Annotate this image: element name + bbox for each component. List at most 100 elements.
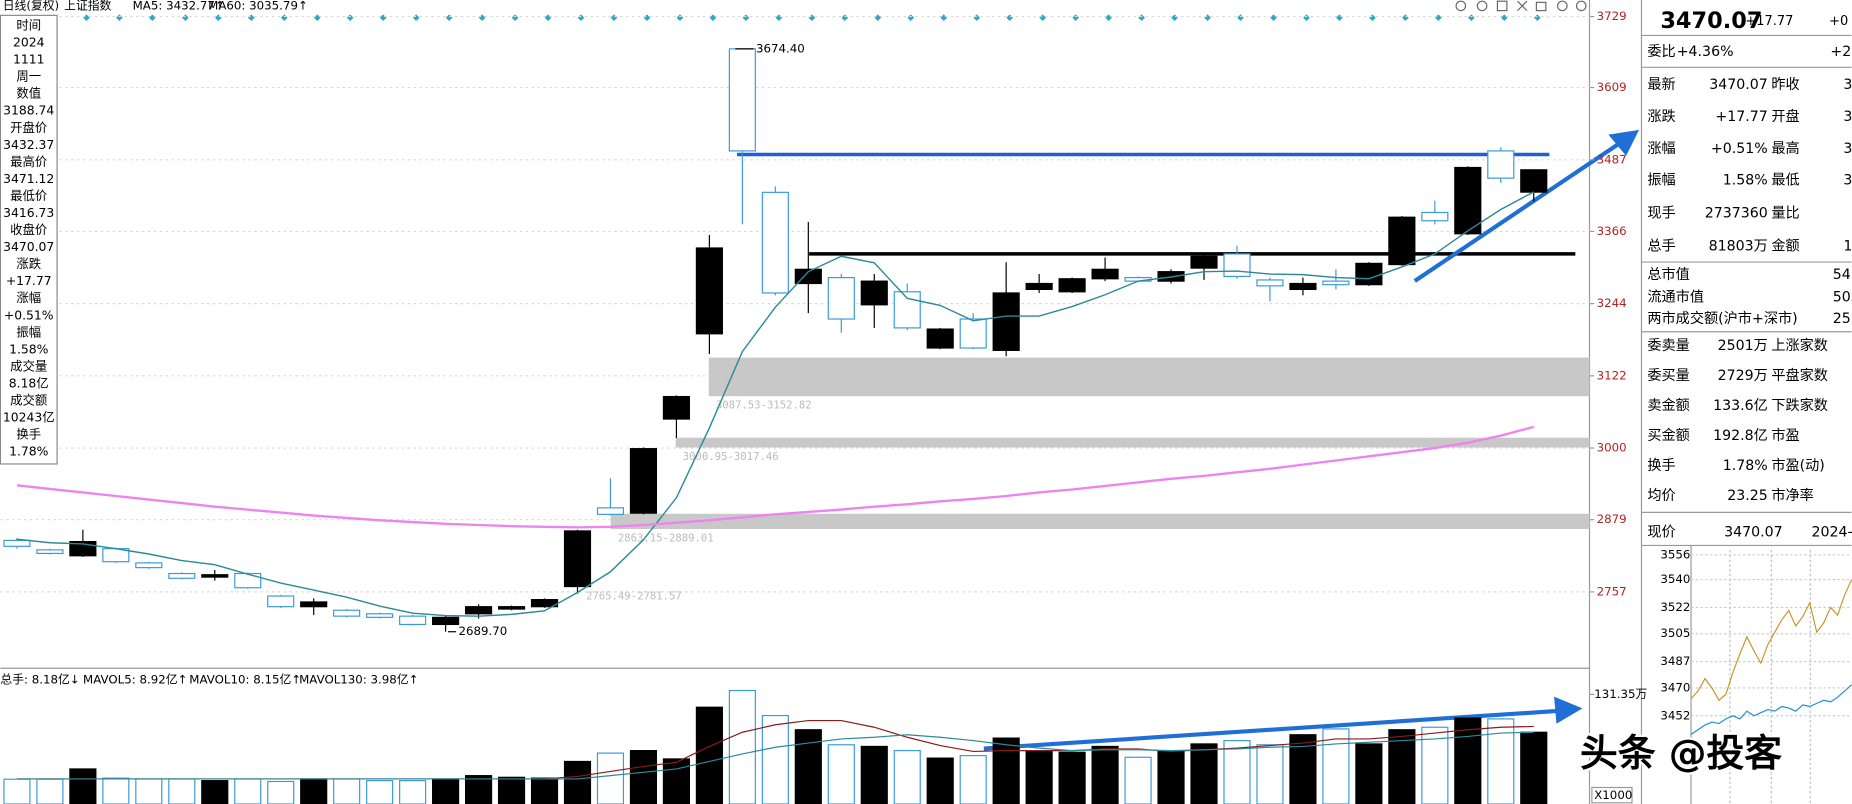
volume-bar (1289, 734, 1317, 804)
info-item: 2024 (13, 35, 45, 50)
volume-bar (3, 778, 31, 804)
candle-body (827, 276, 855, 320)
quote-cell: 3 (1843, 109, 1852, 125)
zone-label: 2765.49-2781.57 (586, 589, 682, 602)
y-tick-label: 3122 (1597, 368, 1627, 382)
info-item: 1.78% (9, 444, 49, 459)
volume-bar (860, 745, 888, 804)
candle-body (959, 318, 987, 349)
volume-bar (497, 776, 526, 804)
volume-bar (1388, 729, 1416, 804)
quote-cell: +22 (1830, 44, 1852, 60)
quote-cell: 最新 (1647, 77, 1675, 93)
quote-cell: 市净率 (1771, 487, 1813, 504)
candle-body (497, 606, 526, 610)
quote-cell: 505 (1833, 290, 1852, 306)
zone (675, 437, 1590, 448)
y-tick-label: 3470 (1660, 680, 1690, 694)
quote-cell: 振幅 (1647, 173, 1675, 189)
candle-body (662, 395, 690, 420)
volume-bar (728, 689, 756, 804)
candle-body (168, 572, 196, 579)
info-item: +0.51% (4, 307, 54, 322)
candle-body (267, 595, 295, 608)
info-panel (0, 14, 58, 465)
tool-icon[interactable] (1535, 1, 1547, 12)
quote-cell: 总手 (1647, 239, 1675, 255)
y-tick-label: 131.35万 (1594, 687, 1647, 701)
info-item: 3471.12 (3, 171, 54, 186)
zone (610, 513, 1590, 530)
volume-bar (794, 729, 822, 804)
volume-bar (959, 755, 987, 804)
tool-icon[interactable] (1575, 0, 1587, 12)
y-tick-label: 3522 (1660, 600, 1690, 614)
legend-text: 日线(复权) (3, 0, 59, 12)
y-tick-label: 3452 (1660, 708, 1690, 722)
unit-box (1591, 786, 1633, 804)
volume-bar (695, 706, 723, 804)
volume-bar (234, 778, 262, 804)
mavol-line (16, 731, 1534, 780)
candle-body (36, 549, 64, 555)
volume-bar (102, 777, 130, 804)
intraday-line (1690, 579, 1852, 702)
candle-body (1520, 169, 1548, 193)
arrow-head (1554, 696, 1583, 724)
tool-icon[interactable] (1476, 0, 1488, 12)
tool-icon[interactable] (1557, 0, 1568, 12)
quote-cell: 1.58% (1723, 173, 1768, 189)
candle-body (563, 530, 592, 588)
candle-body (596, 507, 625, 515)
quote-cell: +0.51% (1711, 141, 1768, 157)
watermark: 头条 @投客 (1580, 731, 1782, 775)
extreme-label: 3674.40 (756, 41, 805, 55)
volume-bar (333, 778, 361, 804)
toolbar[interactable] (1455, 0, 1587, 12)
quote-cell: 换手 (1647, 457, 1675, 474)
quote-cell: 涨跌 (1647, 109, 1675, 125)
tool-icon[interactable] (1455, 0, 1467, 12)
y-tick-label: 3556 (1660, 547, 1690, 561)
candle-body (893, 291, 921, 329)
legend-text: MA5: 3432.77↑ (133, 0, 225, 12)
zone-label: 3087.53-3152.82 (716, 399, 812, 412)
volume-bar (399, 780, 427, 804)
ma-line (16, 191, 1535, 617)
y-tick-label: 2879 (1597, 512, 1627, 526)
quote-cell: 1.78% (1723, 458, 1768, 474)
info-item: 3470.07 (3, 239, 54, 254)
volume-bar (1322, 728, 1350, 804)
quote-cell: 3 (1843, 77, 1852, 93)
volume-bar (36, 778, 64, 804)
y-tick-label: 3244 (1597, 296, 1627, 310)
candle-body (432, 616, 460, 626)
candle-body (1454, 166, 1482, 235)
y-tick-label: 3487 (1597, 152, 1627, 166)
volume-bar (1190, 743, 1218, 804)
volume-bar (662, 758, 690, 804)
volume-bar (1421, 726, 1449, 804)
quote-cell: 3470.07 (1709, 77, 1768, 93)
volume-bar (201, 780, 229, 804)
tool-icon[interactable] (1496, 0, 1508, 12)
candle-body (695, 247, 723, 335)
info-item: 收盘价 (10, 222, 47, 237)
candle-body (1487, 150, 1515, 179)
info-item: 3416.73 (3, 205, 54, 220)
info-item: 周一 (16, 69, 41, 84)
quote-cell: 133.6亿 (1713, 398, 1768, 414)
volume-bar (1157, 750, 1185, 804)
zone (708, 357, 1590, 397)
quote-cell: 均价 (1647, 488, 1675, 504)
quote-change-pct: +0 (1829, 14, 1848, 29)
volume-bar (1520, 731, 1548, 804)
volume-bar (69, 768, 97, 804)
quote-cell: 卖金额 (1647, 398, 1689, 414)
quote-cell: 委比 (1647, 44, 1675, 60)
candle-body (1025, 282, 1053, 291)
volume-bar (1454, 717, 1482, 804)
tool-icon[interactable] (1517, 0, 1528, 12)
